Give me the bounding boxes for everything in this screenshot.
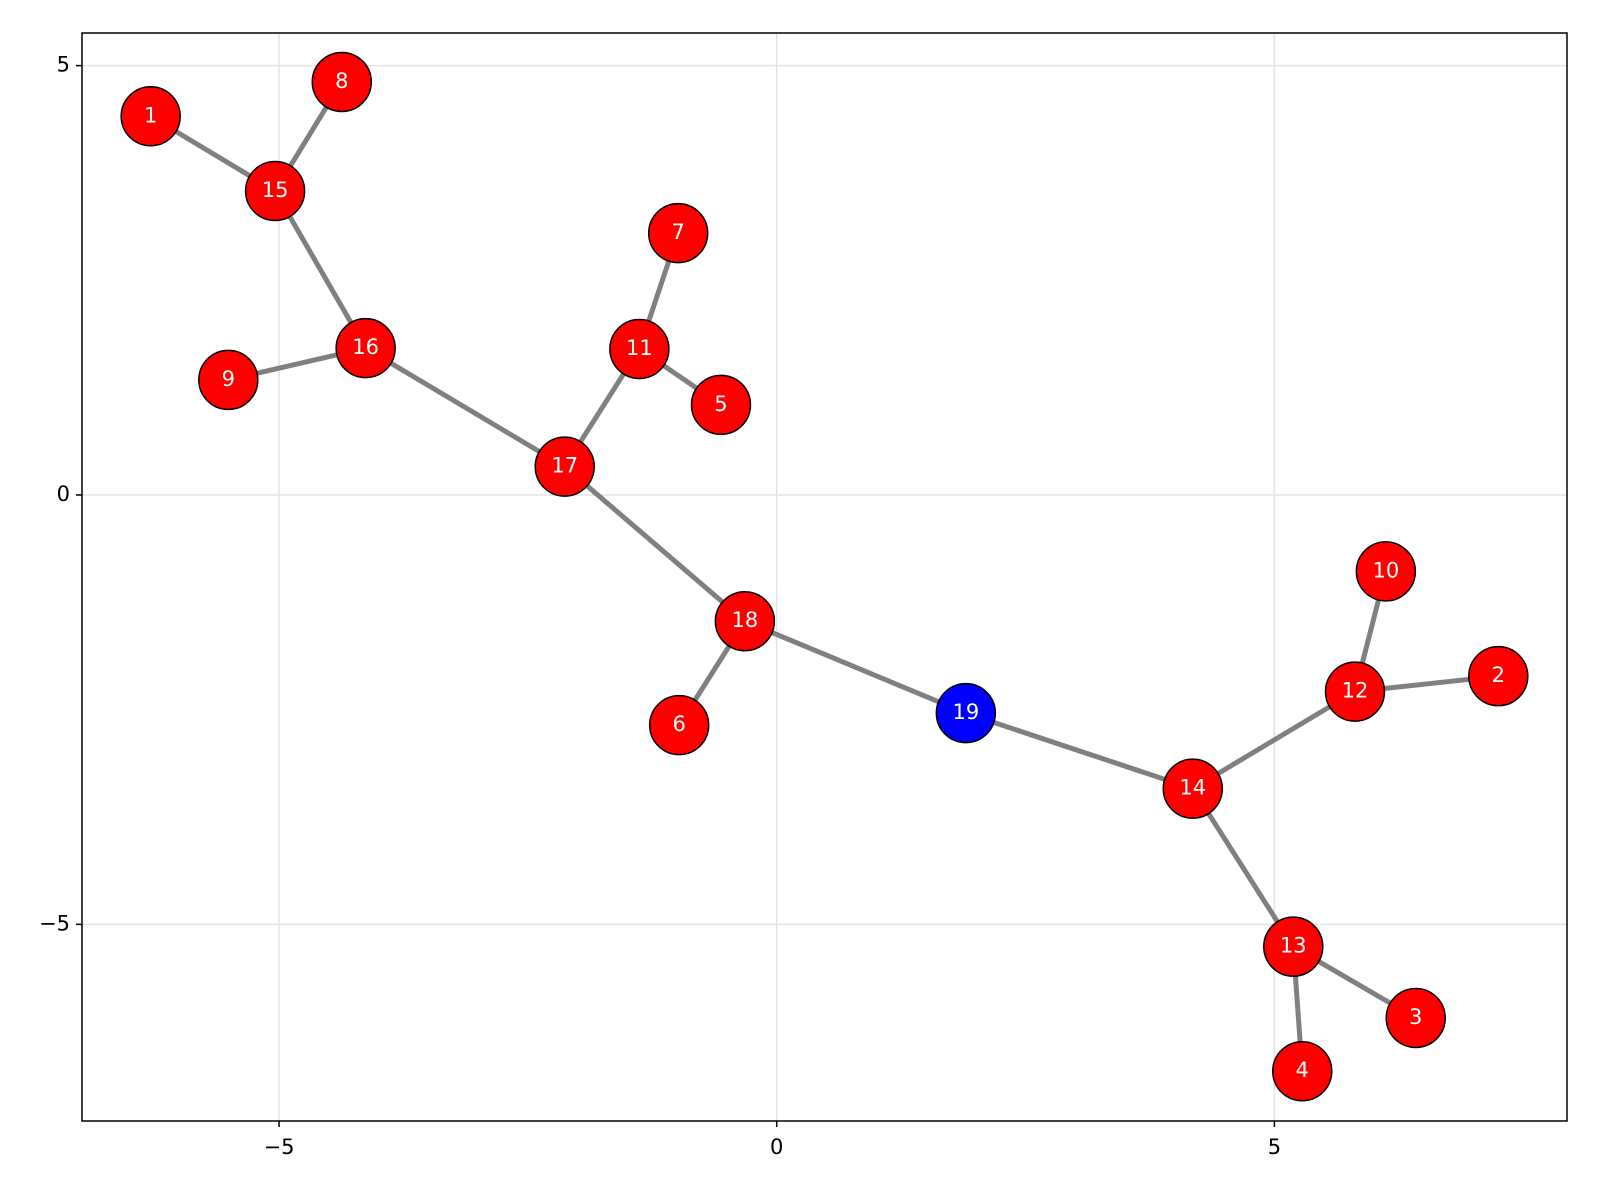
node-label: 6 — [672, 712, 685, 736]
node-label: 2 — [1492, 663, 1505, 687]
node — [120, 86, 181, 147]
node — [1162, 758, 1224, 819]
edge — [1191, 689, 1357, 791]
node-label: 7 — [672, 220, 685, 244]
node-label: 12 — [1342, 679, 1369, 703]
node-label: 10 — [1372, 558, 1399, 582]
node — [648, 694, 710, 756]
x-tick-label: −5 — [264, 1135, 295, 1159]
node — [1385, 987, 1446, 1049]
edge — [364, 346, 567, 469]
node — [690, 374, 752, 436]
node-label: 1 — [144, 103, 157, 127]
node-label: 17 — [551, 454, 578, 478]
node — [335, 317, 396, 379]
node — [647, 202, 709, 264]
node-label: 9 — [222, 367, 235, 391]
node-label: 18 — [732, 608, 759, 632]
y-tick-label: −5 — [39, 911, 70, 935]
y-tick-label: 5 — [57, 53, 70, 77]
node-label: 4 — [1296, 1058, 1309, 1082]
node-label: 15 — [262, 178, 289, 202]
node-label: 19 — [952, 700, 979, 724]
x-tick-label: 0 — [770, 1135, 783, 1159]
node — [198, 349, 259, 411]
node-label: 16 — [352, 335, 379, 359]
node-label: 11 — [626, 336, 653, 360]
edge — [1190, 787, 1296, 949]
node-label: 3 — [1409, 1005, 1422, 1029]
x-tick-label: 5 — [1268, 1135, 1281, 1159]
node — [714, 590, 776, 652]
edge — [743, 618, 967, 716]
plot-frame — [81, 32, 1568, 1122]
node — [311, 51, 373, 113]
node-label: 5 — [714, 392, 727, 416]
node — [1324, 661, 1386, 722]
node — [609, 318, 670, 380]
node-label: 8 — [335, 69, 348, 93]
node — [1271, 1040, 1333, 1102]
node — [1468, 645, 1529, 707]
node — [244, 160, 306, 222]
node — [1263, 916, 1324, 977]
node-label: 14 — [1179, 776, 1206, 800]
edge — [563, 464, 747, 624]
edge — [965, 710, 1194, 792]
node — [935, 682, 997, 744]
node — [1355, 541, 1417, 602]
y-tick-label: 0 — [57, 482, 70, 506]
node — [534, 436, 595, 497]
node-label: 13 — [1280, 934, 1307, 958]
